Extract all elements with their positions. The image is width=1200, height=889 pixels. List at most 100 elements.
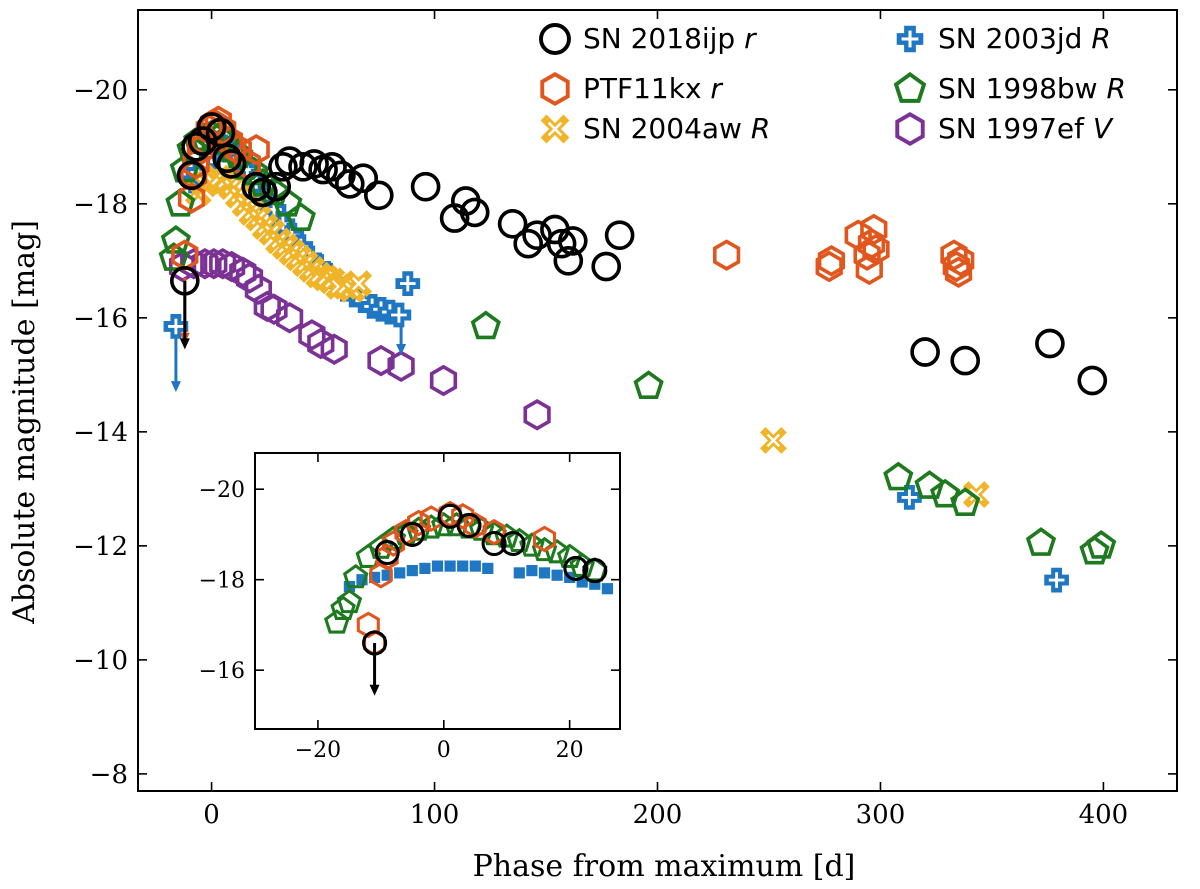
data-point [497,208,528,239]
data-point [285,202,316,231]
data-point [604,220,635,251]
inset-data-point [469,560,481,572]
data-point [386,302,412,328]
inset-data-point [375,543,399,571]
inset-data-point [356,611,380,639]
data-point [163,314,189,339]
inset-data-point [419,562,431,574]
inset-data-point [500,530,526,557]
inset-data-point [431,560,444,572]
legend-marker [540,72,570,106]
inset-data-point [556,543,583,568]
inset-marks [324,500,613,696]
main-xtick-label: 200 [633,800,683,830]
data-point [1025,527,1057,556]
data-point [212,143,243,174]
data-point [171,239,199,271]
data-point [1035,328,1065,359]
main-plot-area [158,105,1117,593]
inset-data-point [406,565,418,577]
data-point [914,470,945,499]
upper-limit-arrow [179,280,190,350]
data-point [815,250,843,283]
data-point [165,187,196,217]
data-point [334,169,365,199]
inset-ytick-label: −20 [199,478,245,503]
inset-data-point [394,567,406,579]
inset-ytick-label: −16 [199,659,245,684]
inset-data-point [362,630,388,656]
data-point [513,228,544,259]
inset-series-sn2018ijp [362,503,608,696]
inset-data-point [451,502,475,530]
data-point [169,265,200,296]
legend-entry: PTF11kx r [540,72,723,106]
legend-marker [540,114,570,144]
inset-data-point [582,558,608,584]
data-point [177,182,206,214]
data-point [817,245,846,277]
x-axis-label: Phase from maximum [d] [473,849,856,884]
legend-band: V [1093,112,1114,145]
inset-data-point [336,588,363,614]
data-point [523,399,551,431]
data-point [910,337,940,367]
main-xtick-label: 100 [410,800,460,830]
legend-band: R [1091,22,1110,55]
legend-marker [539,23,571,55]
data-point [633,370,664,400]
main-ytick-label: −16 [73,304,128,334]
inset-data-point [526,565,538,577]
inset-data-point [369,571,381,583]
inset-axes: −20 0 20 −20 −18 −16 [199,452,621,763]
data-point [553,245,584,276]
inset-xtick-label: 20 [556,738,584,763]
data-point [947,245,975,277]
data-point [591,251,622,282]
main-xtick-label: 400 [1079,800,1129,830]
main-ytick-label: −8 [90,760,128,790]
y-axis-label: Absolute magnitude [mag] [7,220,42,625]
data-point [470,310,501,340]
data-point [307,327,335,360]
inset-upper-limit-arrow [369,643,380,696]
data-point [883,461,914,491]
legend-entry: SN 2004aw R [540,112,770,145]
data-point [857,227,886,260]
data-point [1077,365,1108,396]
inset-data-point [342,563,369,589]
inset-data-point [330,595,356,620]
data-point [345,270,373,298]
inset-ytick-label: −18 [199,568,245,593]
data-point [326,160,356,191]
data-point [942,250,970,283]
data-point [241,171,272,202]
legend-label: PTF11kx r [583,72,723,105]
data-point [950,487,981,516]
inset-data-point [589,578,601,590]
data-point [235,262,264,294]
legend-band: r [744,22,757,55]
inset-data-point [381,569,393,581]
legend-label: SN 2003jd R [938,22,1111,55]
legend-entry: SN 1998bw R [893,71,1126,105]
inset-data-point [444,560,456,572]
data-point [200,247,228,280]
data-point [429,364,458,397]
data-point [860,213,888,246]
inset-data-point [532,525,557,553]
data-point [224,133,252,166]
data-point [929,478,961,508]
inset-data-point [563,555,589,581]
data-point [217,250,246,283]
data-point [557,226,588,256]
data-point [546,228,577,259]
inset-xtick-label: 0 [437,738,451,763]
inset-data-point [457,560,469,572]
legend-entry: SN 2003jd R [896,22,1111,55]
data-point [216,149,247,179]
data-point [1079,535,1110,565]
inset-xtick-label: −20 [295,738,341,763]
main-ytick-label: −14 [73,418,128,448]
